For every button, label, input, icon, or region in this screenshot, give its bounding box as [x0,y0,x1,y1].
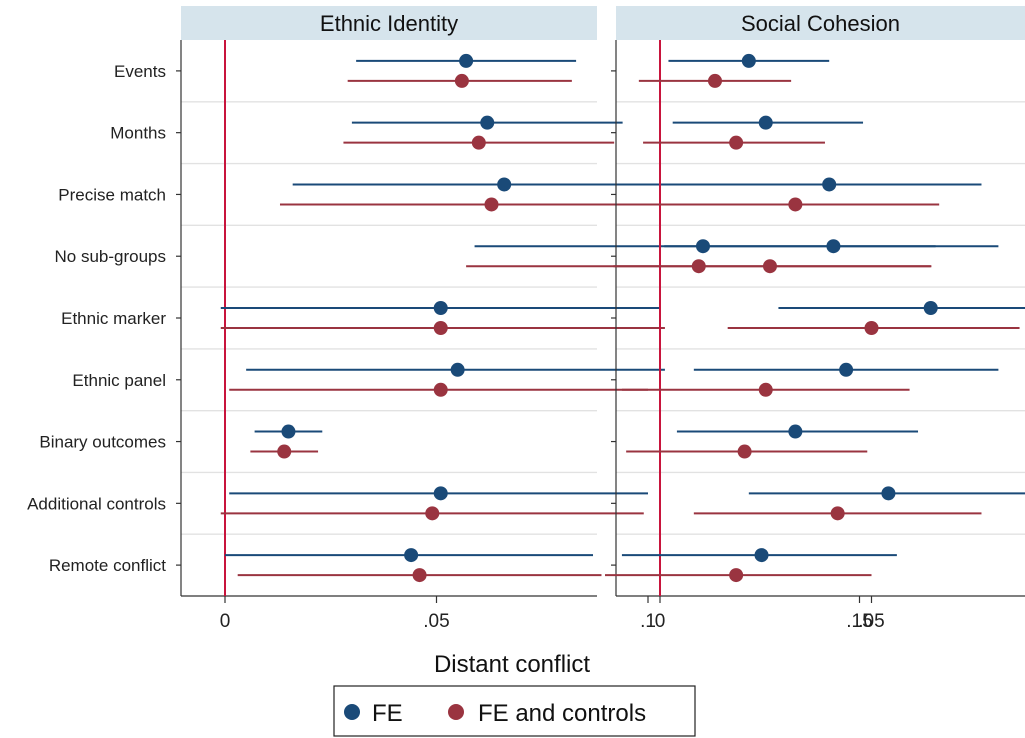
panel-header [616,6,1025,40]
legend-label: FE [372,700,403,727]
row-label: Ethnic panel [72,371,166,390]
row-label: No sub-groups [54,247,166,266]
legend-box [333,685,696,737]
point-estimate [758,115,773,130]
point-estimate [433,382,448,397]
panel-social-cohesion: Social Cohesion 0 .05 .1 .15 [605,6,1025,632]
row-label: Events [114,62,166,81]
legend-label: FE and controls [478,700,646,727]
panel-header [181,6,597,40]
point-estimate [707,73,722,88]
x-tick-label: 0 [220,611,231,632]
point-estimate [826,239,841,254]
point-estimate [433,301,448,315]
point-estimate [762,259,777,274]
legend-marker [344,704,360,720]
point-estimate [433,486,448,501]
point-estimate [881,486,896,501]
point-estimate [788,424,803,439]
point-estimate [459,53,474,68]
point-estimate [839,362,854,377]
point-estimate [454,73,469,88]
x-tick-label: .05 [858,611,884,632]
point-estimate [923,301,938,315]
point-estimate [277,444,292,459]
point-estimate [729,568,744,583]
panel-title: Ethnic Identity [320,11,458,36]
point-estimate [480,115,495,130]
x-tick-label: .15 [846,611,872,632]
panel-title: Social Cohesion [741,11,900,36]
panel-ethnic-identity: Ethnic Identity 0 .05 .1 .15 [176,6,936,632]
point-estimate [864,321,879,335]
point-estimate [497,177,512,192]
row-label: Binary outcomes [39,433,166,452]
point-estimate [729,135,744,150]
legend: FE FE and controls [333,685,696,737]
point-estimate [758,382,773,397]
row-labels: Events Months Precise match No sub-groups Et… [27,62,166,575]
row-label: Months [110,124,166,143]
legend-marker [448,704,464,720]
point-estimate [830,506,845,521]
panels-layer: Ethnic Identity 0 .05 .1 .15 Social Cohesion 0… [176,6,1025,632]
x-tick-label: .1 [640,611,656,632]
point-estimate [741,53,756,68]
point-estimate [471,135,486,150]
point-estimate [433,321,448,335]
point-estimate [425,506,440,521]
x-tick-label: .05 [423,611,449,632]
point-estimate [281,424,296,439]
point-estimate [412,568,427,583]
point-estimate [822,177,837,192]
x-tick-label: 0 [655,611,666,632]
point-estimate [450,362,465,377]
point-estimate [484,197,499,212]
x-axis-title: Distant conflict [434,651,590,678]
point-estimate [788,197,803,212]
point-estimate [404,548,419,563]
point-estimate [754,548,769,563]
row-label: Remote conflict [49,556,166,575]
row-label: Precise match [58,185,166,204]
row-label: Ethnic marker [61,309,166,328]
row-label: Additional controls [27,494,166,513]
point-estimate [737,444,752,459]
